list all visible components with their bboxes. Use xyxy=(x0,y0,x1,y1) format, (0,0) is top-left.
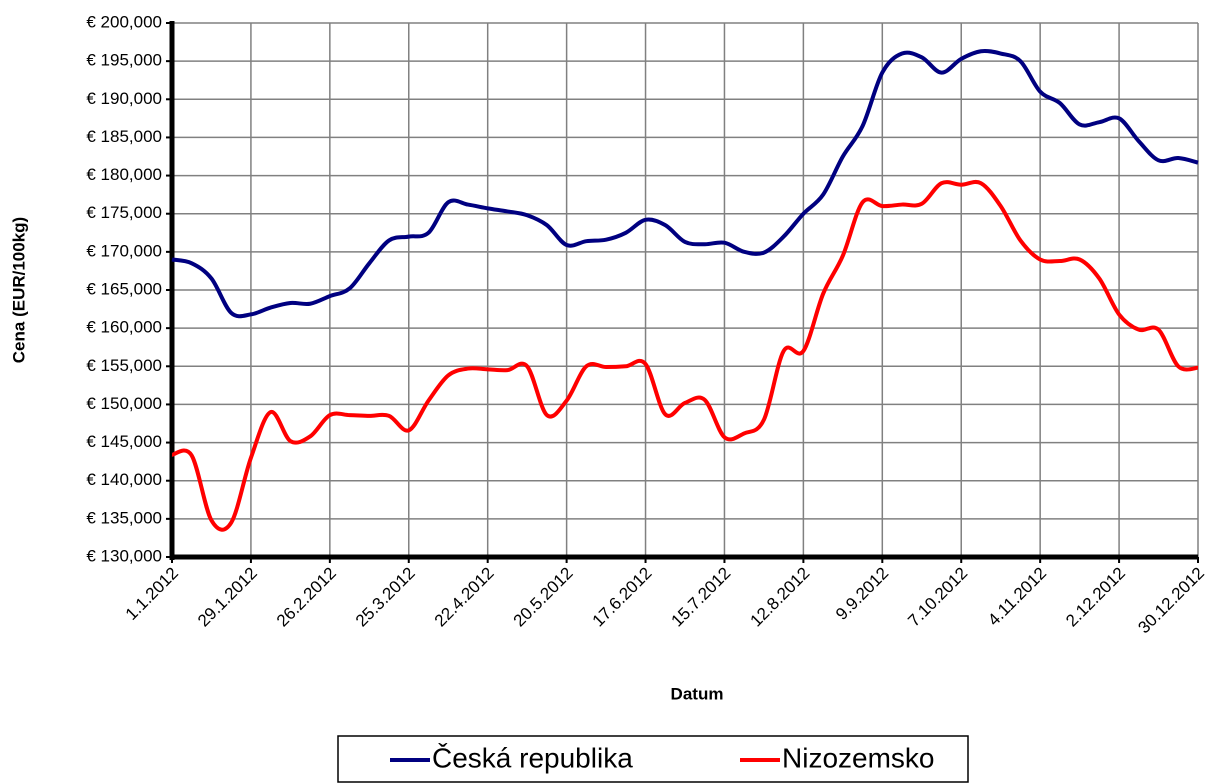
legend-label: Nizozemsko xyxy=(782,742,934,773)
y-tick-label: € 185,000 xyxy=(86,127,162,146)
x-tick-label: 1.1.2012 xyxy=(122,564,182,624)
y-tick-label: € 170,000 xyxy=(86,241,162,260)
x-tick-label: 7.10.2012 xyxy=(904,564,971,631)
x-tick-label: 30.12.2012 xyxy=(1134,564,1208,638)
y-tick-label: € 140,000 xyxy=(86,470,162,489)
y-axis-title: Cena (EUR/100kg) xyxy=(9,217,28,363)
series-line xyxy=(171,48,1199,319)
x-tick-label: 20.5.2012 xyxy=(510,564,577,631)
y-tick-label: € 135,000 xyxy=(86,508,162,527)
series-line xyxy=(171,179,1199,532)
y-tick-label: € 180,000 xyxy=(86,165,162,184)
y-tick-label: € 200,000 xyxy=(86,12,162,31)
x-tick-label: 4.11.2012 xyxy=(984,564,1050,630)
x-axis-title: Datum xyxy=(671,684,724,703)
x-tick-label: 2.12.2012 xyxy=(1062,564,1129,631)
x-tick-label: 15.7.2012 xyxy=(668,564,735,631)
y-tick-label: € 145,000 xyxy=(86,432,162,451)
y-tick-label: € 155,000 xyxy=(86,356,162,375)
y-tick-label: € 160,000 xyxy=(86,318,162,337)
y-tick-label: € 190,000 xyxy=(86,89,162,108)
x-tick-label: 17.6.2012 xyxy=(589,564,656,631)
y-tick-label: € 165,000 xyxy=(86,279,162,298)
legend-label: Česká republika xyxy=(432,742,633,773)
x-tick-label: 29.1.2012 xyxy=(194,564,261,631)
y-tick-label: € 130,000 xyxy=(86,546,162,565)
legend-box xyxy=(337,735,969,783)
y-tick-label: € 175,000 xyxy=(86,203,162,222)
x-tick-label: 26.2.2012 xyxy=(273,564,340,631)
x-tick-label: 12.8.2012 xyxy=(746,564,813,631)
y-tick-label: € 195,000 xyxy=(86,51,162,70)
x-tick-label: 22.4.2012 xyxy=(431,564,498,631)
x-tick-label: 25.3.2012 xyxy=(352,564,419,631)
x-tick-label: 9.9.2012 xyxy=(832,564,892,624)
y-tick-label: € 150,000 xyxy=(86,394,162,413)
